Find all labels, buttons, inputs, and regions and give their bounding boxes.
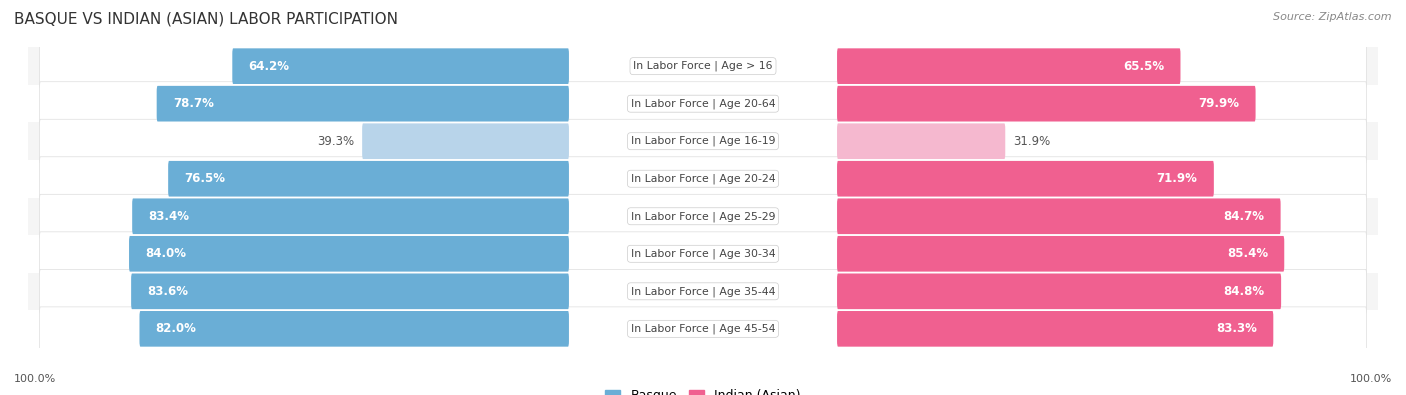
FancyBboxPatch shape <box>837 198 1281 234</box>
FancyBboxPatch shape <box>156 86 569 122</box>
Text: In Labor Force | Age 45-54: In Labor Force | Age 45-54 <box>631 324 775 334</box>
Text: 100.0%: 100.0% <box>1350 374 1392 384</box>
Text: In Labor Force | Age 35-44: In Labor Force | Age 35-44 <box>631 286 775 297</box>
FancyBboxPatch shape <box>28 160 1378 198</box>
Text: 64.2%: 64.2% <box>249 60 290 73</box>
Text: 39.3%: 39.3% <box>316 135 354 148</box>
FancyBboxPatch shape <box>39 119 1367 163</box>
Text: 83.4%: 83.4% <box>149 210 190 223</box>
FancyBboxPatch shape <box>837 236 1284 272</box>
FancyBboxPatch shape <box>837 123 1005 159</box>
FancyBboxPatch shape <box>131 273 569 309</box>
FancyBboxPatch shape <box>837 86 1256 122</box>
FancyBboxPatch shape <box>39 269 1367 313</box>
Text: 83.3%: 83.3% <box>1216 322 1257 335</box>
Text: 71.9%: 71.9% <box>1157 172 1198 185</box>
FancyBboxPatch shape <box>837 273 1281 309</box>
FancyBboxPatch shape <box>363 123 569 159</box>
FancyBboxPatch shape <box>39 232 1367 276</box>
FancyBboxPatch shape <box>837 48 1181 84</box>
FancyBboxPatch shape <box>39 307 1367 351</box>
FancyBboxPatch shape <box>28 310 1378 348</box>
FancyBboxPatch shape <box>132 198 569 234</box>
Text: 85.4%: 85.4% <box>1227 247 1268 260</box>
Text: 83.6%: 83.6% <box>148 285 188 298</box>
Text: 78.7%: 78.7% <box>173 97 214 110</box>
FancyBboxPatch shape <box>129 236 569 272</box>
Text: 79.9%: 79.9% <box>1198 97 1239 110</box>
FancyBboxPatch shape <box>28 198 1378 235</box>
FancyBboxPatch shape <box>232 48 569 84</box>
FancyBboxPatch shape <box>28 235 1378 273</box>
FancyBboxPatch shape <box>39 82 1367 126</box>
FancyBboxPatch shape <box>837 311 1274 347</box>
FancyBboxPatch shape <box>39 44 1367 88</box>
Text: In Labor Force | Age 20-64: In Labor Force | Age 20-64 <box>631 98 775 109</box>
Text: 82.0%: 82.0% <box>156 322 197 335</box>
Text: 31.9%: 31.9% <box>1014 135 1050 148</box>
FancyBboxPatch shape <box>28 47 1378 85</box>
Text: 84.0%: 84.0% <box>145 247 187 260</box>
Text: In Labor Force | Age 25-29: In Labor Force | Age 25-29 <box>631 211 775 222</box>
Text: 76.5%: 76.5% <box>184 172 225 185</box>
Text: In Labor Force | Age 30-34: In Labor Force | Age 30-34 <box>631 248 775 259</box>
Text: 84.7%: 84.7% <box>1223 210 1264 223</box>
Text: In Labor Force | Age > 16: In Labor Force | Age > 16 <box>633 61 773 71</box>
Text: 65.5%: 65.5% <box>1123 60 1164 73</box>
Text: Source: ZipAtlas.com: Source: ZipAtlas.com <box>1274 12 1392 22</box>
Text: BASQUE VS INDIAN (ASIAN) LABOR PARTICIPATION: BASQUE VS INDIAN (ASIAN) LABOR PARTICIPA… <box>14 12 398 27</box>
Text: In Labor Force | Age 20-24: In Labor Force | Age 20-24 <box>631 173 775 184</box>
FancyBboxPatch shape <box>837 161 1213 197</box>
FancyBboxPatch shape <box>39 194 1367 238</box>
FancyBboxPatch shape <box>28 122 1378 160</box>
Legend: Basque, Indian (Asian): Basque, Indian (Asian) <box>600 384 806 395</box>
FancyBboxPatch shape <box>28 85 1378 122</box>
FancyBboxPatch shape <box>39 157 1367 201</box>
FancyBboxPatch shape <box>139 311 569 347</box>
Text: 100.0%: 100.0% <box>14 374 56 384</box>
Text: 84.8%: 84.8% <box>1223 285 1265 298</box>
FancyBboxPatch shape <box>169 161 569 197</box>
Text: In Labor Force | Age 16-19: In Labor Force | Age 16-19 <box>631 136 775 147</box>
FancyBboxPatch shape <box>28 273 1378 310</box>
